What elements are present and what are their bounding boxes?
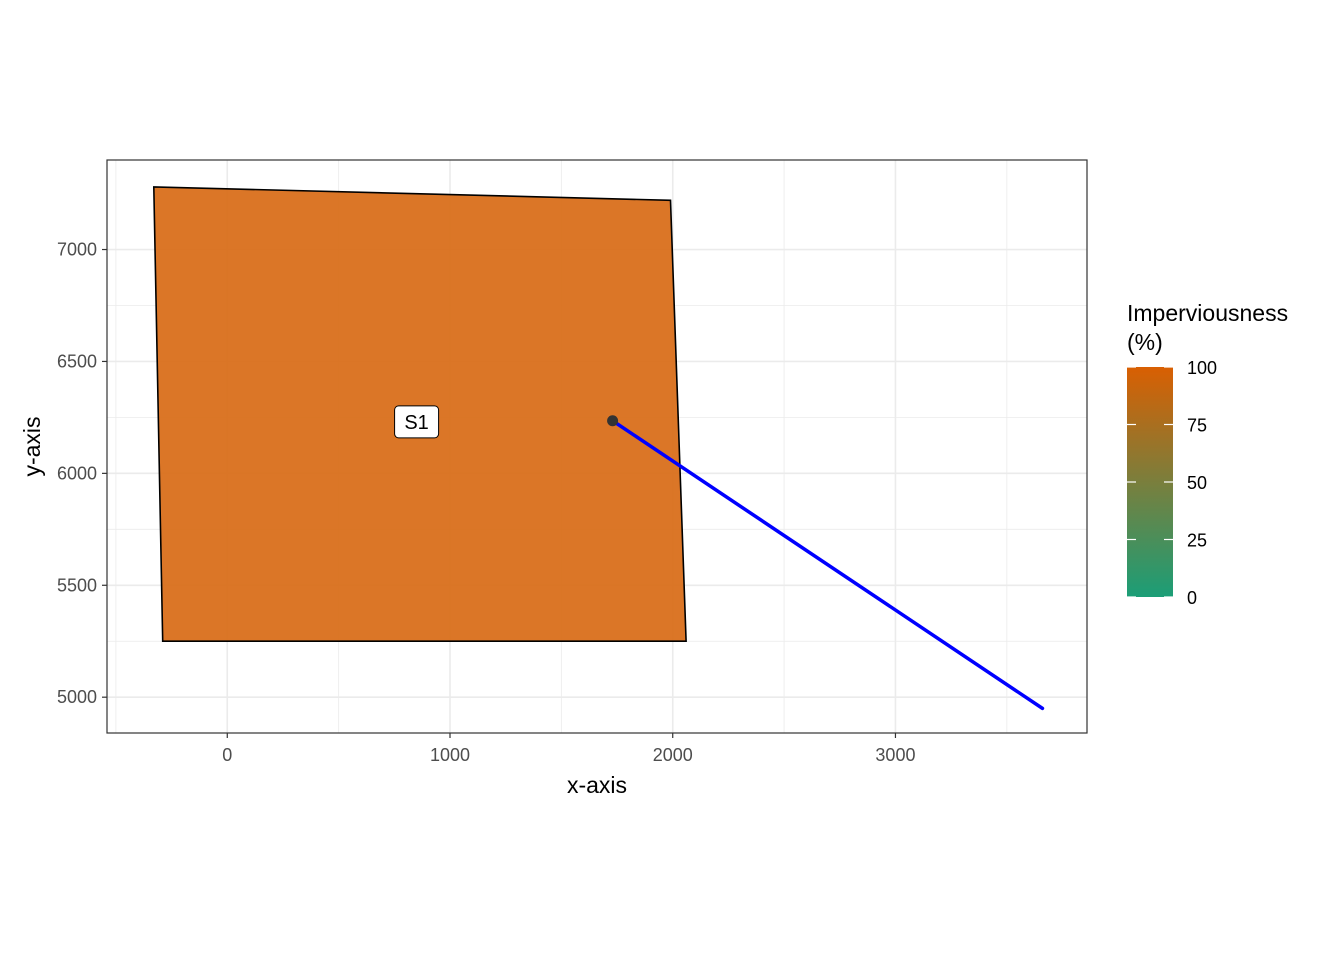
y-tick-label: 5500 (57, 575, 97, 595)
y-tick-label: 5000 (57, 687, 97, 707)
panel-border (106, 159, 1088, 734)
outlet-point (607, 415, 619, 427)
legend-tick-label: 50 (1187, 473, 1207, 493)
x-axis-title: x-axis (567, 772, 627, 798)
link-layer (610, 419, 1045, 711)
polygon-label-box (394, 405, 440, 439)
x-tick-label: 1000 (430, 745, 470, 765)
polygon-label-layer: S1 (394, 405, 440, 439)
y-axis-title: y-axis (19, 416, 45, 476)
legend: Imperviousness (%) 0 25 50 75 100 (1127, 300, 1288, 608)
x-tick-label: 0 (222, 745, 232, 765)
legend-title-line-2: (%) (1127, 329, 1163, 355)
x-tick-label: 2000 (653, 745, 693, 765)
legend-title-line-1: Imperviousness (1127, 300, 1288, 326)
x-tick-label: 3000 (875, 745, 915, 765)
polygon-label: S1 (404, 412, 428, 434)
outlet-point-layer (607, 415, 619, 427)
y-axis-ticks: 5000 5500 6000 6500 7000 (57, 240, 107, 707)
y-tick-label: 6500 (57, 351, 97, 371)
legend-tick-label: 75 (1187, 416, 1207, 436)
y-tick-label: 6000 (57, 463, 97, 483)
link-line (610, 419, 1045, 711)
legend-tick-label: 100 (1187, 358, 1217, 378)
legend-tick-label: 25 (1187, 531, 1207, 551)
y-tick-label: 7000 (57, 240, 97, 260)
x-axis-ticks: 0 1000 2000 3000 (222, 733, 915, 765)
legend-tick-label: 0 (1187, 588, 1197, 608)
legend-ticks: 0 25 50 75 100 (1127, 358, 1217, 608)
